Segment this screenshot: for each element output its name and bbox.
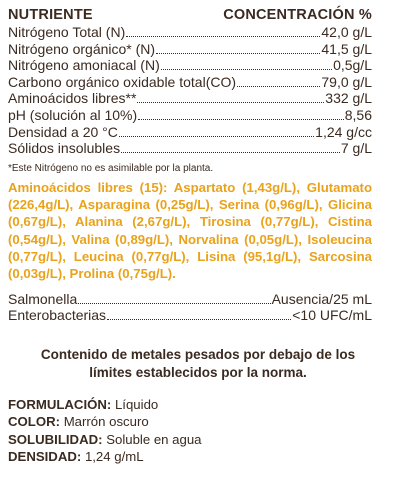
- row-value: 41,5 g/L: [321, 40, 372, 57]
- property-value: Líquido: [114, 396, 159, 412]
- row-label: Nitrógeno orgánico* (N): [8, 40, 156, 57]
- row: Nitrógeno orgánico* (N) 41,5 g/L: [8, 41, 372, 58]
- property-label: SOLUBILIDAD:: [8, 431, 103, 447]
- footnote: *Este Nitrógeno no es asimilable por la …: [8, 162, 214, 174]
- row: Carbono orgánico oxidable total(CO) 79,0 …: [8, 74, 372, 91]
- header-left: NUTRIENTE: [8, 7, 93, 23]
- row: pH (solución al 10%) 8,56: [8, 107, 372, 124]
- row-value: 8,56: [344, 106, 372, 123]
- row: Sólidos insolubles 7 g/L: [8, 140, 372, 157]
- property-value: Soluble en agua: [106, 431, 202, 447]
- property: COLOR: Marrón oscuro: [8, 413, 372, 431]
- properties-list: FORMULACIÓN: Líquido COLOR: Marrón oscuro…: [8, 396, 372, 466]
- row: Salmonella Ausencia/25 mL: [8, 291, 372, 308]
- property-value: 1,24 g/mL: [84, 449, 144, 465]
- row-value: <10 UFC/mL: [292, 307, 372, 324]
- row-value: Ausencia/25 mL: [271, 290, 372, 307]
- row-value: 1,24 g/cc: [315, 123, 372, 140]
- row: Densidad a 20 °C 1,24 g/cc: [8, 124, 372, 141]
- row-label: Aminoácidos libres**: [8, 90, 137, 107]
- property-label: COLOR:: [8, 414, 61, 430]
- header-right: CONCENTRACIÓN %: [223, 7, 372, 23]
- row-label: Nitrógeno Total (N): [8, 24, 126, 40]
- metals-note: Contenido de metales pesados por debajo …: [40, 346, 356, 380]
- row-label: Enterobacterias: [8, 307, 107, 324]
- property-label: FORMULACIÓN:: [8, 396, 112, 412]
- row: Aminoácidos libres** 332 g/L: [8, 90, 372, 107]
- row: Nitrógeno amoniacal (N) 0,5g/L: [8, 57, 372, 74]
- row-value: 332 g/L: [325, 90, 372, 107]
- row: Nitrógeno Total (N) 42,0 g/L: [8, 24, 372, 41]
- row-label: pH (solución al 10%): [8, 106, 138, 123]
- amino-acids: Aminoácidos libres (15): Aspartato (1,43…: [8, 179, 372, 282]
- row-label: Sólidos insolubles: [8, 140, 121, 157]
- row-value: 0,5g/L: [333, 57, 372, 74]
- nutrient-list: Nitrógeno Total (N) 42,0 g/L Nitrógeno org…: [8, 24, 372, 157]
- property-value: Marrón oscuro: [63, 414, 149, 430]
- row-label: Nitrógeno amoniacal (N): [8, 57, 160, 74]
- row-label: Densidad a 20 °C: [8, 123, 118, 140]
- row-value: 79,0 g/L: [321, 73, 372, 90]
- row-label: Salmonella: [8, 290, 78, 307]
- row-label: Carbono orgánico oxidable total(CO): [8, 73, 237, 90]
- property: FORMULACIÓN: Líquido: [8, 396, 372, 414]
- property-label: DENSIDAD:: [8, 449, 82, 465]
- microbiology-list: Salmonella Ausencia/25 mL Enterobacterias <…: [8, 291, 372, 324]
- table-header: NUTRIENTE CONCENTRACIÓN %: [8, 6, 372, 24]
- property: SOLUBILIDAD: Soluble en agua: [8, 431, 372, 449]
- row: Enterobacterias <10 UFC/mL: [8, 307, 372, 324]
- row-value: 7 g/L: [340, 140, 372, 157]
- row-value: 42,0 g/L: [321, 24, 372, 40]
- property: DENSIDAD: 1,24 g/mL: [8, 448, 372, 466]
